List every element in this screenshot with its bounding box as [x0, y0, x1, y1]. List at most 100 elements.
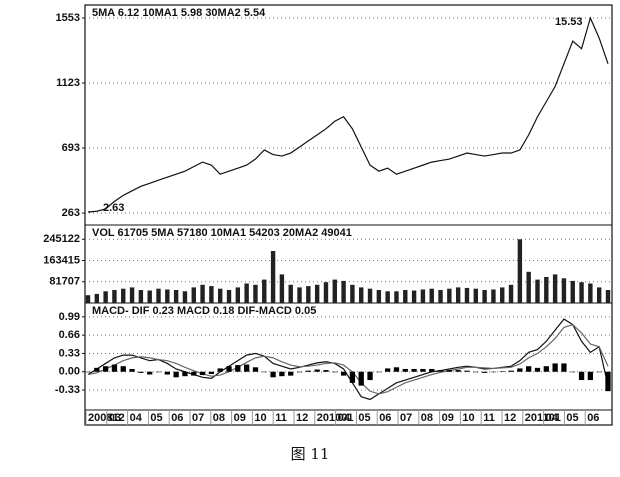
bar	[191, 371, 197, 376]
bar	[411, 290, 417, 303]
legend: MACD- DIF 0.23 MACD 0.18 DIF-MACD 0.05	[92, 305, 316, 317]
bar	[376, 290, 382, 303]
bar	[147, 290, 152, 303]
x-tick-label: 04	[130, 412, 143, 424]
bar	[296, 371, 303, 373]
bar	[191, 287, 196, 303]
bar	[500, 287, 505, 303]
frame	[84, 4, 613, 426]
y-tick-label: 245122	[43, 233, 80, 245]
series-line	[87, 323, 609, 395]
bar	[385, 368, 391, 372]
bar	[297, 287, 302, 303]
bar	[570, 371, 576, 373]
annotation: 15.53	[555, 16, 583, 28]
bar	[199, 371, 206, 376]
bar	[420, 289, 426, 303]
bar	[446, 370, 452, 372]
bar	[200, 284, 205, 303]
bar	[543, 366, 549, 372]
x-tick-label: 11	[483, 412, 495, 424]
bar	[129, 368, 135, 372]
legend: VOL 61705 5MA 57180 10MA1 54203 20MA2 49…	[92, 227, 352, 239]
bar	[403, 290, 408, 303]
bar	[173, 290, 179, 303]
bar	[340, 371, 347, 376]
bar	[411, 368, 417, 372]
x-tick-label: 04	[546, 412, 559, 424]
x-tick-label: 11	[275, 412, 287, 424]
bar	[288, 371, 294, 376]
bar	[438, 290, 443, 303]
x-tick-label: 08	[421, 412, 433, 424]
x-tick-label: 12	[504, 412, 516, 424]
bar	[517, 239, 523, 303]
bar	[244, 283, 249, 303]
bar	[376, 371, 382, 373]
bar	[270, 251, 276, 303]
x-tick-label: 09	[442, 412, 454, 424]
bar	[314, 369, 320, 372]
bar	[420, 368, 426, 372]
x-tick-label: 06	[379, 412, 391, 424]
bar	[156, 288, 161, 303]
series-line	[87, 16, 609, 213]
x-tick-label: 07	[192, 412, 204, 424]
bar	[244, 364, 250, 372]
bar	[535, 279, 540, 303]
y-tick-label: 693	[62, 142, 80, 154]
bar	[588, 283, 593, 303]
x-tick-label: 04	[338, 412, 351, 424]
bar	[182, 291, 188, 303]
bar	[350, 284, 355, 303]
bar	[394, 291, 399, 303]
bar	[85, 371, 91, 373]
x-tick-label: 05	[358, 412, 370, 424]
bar	[359, 287, 364, 303]
bar	[173, 371, 179, 378]
y-tick-label: 163415	[43, 254, 80, 266]
x-tick-label: 08	[213, 412, 225, 424]
bar	[217, 368, 223, 372]
x-tick-label: 10	[462, 412, 474, 424]
bar	[578, 371, 585, 381]
bar	[164, 371, 170, 375]
bar	[182, 371, 188, 377]
bar	[288, 284, 293, 303]
bar	[464, 287, 470, 303]
x-tick-label: 201101	[525, 412, 561, 424]
bar	[402, 368, 408, 372]
bar	[323, 370, 329, 372]
bar	[544, 277, 549, 303]
x-tick-label: 05	[150, 412, 162, 424]
bar	[481, 371, 488, 373]
bar	[552, 274, 558, 303]
bar	[596, 371, 602, 373]
bar	[367, 288, 373, 303]
y-tick-label: 0.66	[59, 329, 80, 341]
bar	[261, 371, 267, 373]
bar	[464, 370, 470, 372]
bar	[306, 286, 311, 303]
y-tick-label: -0.33	[55, 384, 80, 396]
x-tick-label: 12	[296, 412, 308, 424]
bar	[226, 290, 232, 303]
x-tick-label: 03	[109, 412, 121, 424]
bar	[526, 366, 532, 372]
bar	[85, 295, 91, 303]
bar	[209, 286, 214, 303]
bar	[111, 364, 118, 372]
y-tick-label: 81707	[49, 276, 80, 288]
bar	[552, 363, 558, 372]
bar	[103, 291, 108, 303]
bar	[385, 291, 390, 303]
bar	[605, 371, 611, 392]
bar	[455, 370, 461, 372]
legend: 5MA 6.12 10MA1 5.98 30MA2 5.54	[92, 7, 266, 19]
bar	[165, 289, 170, 303]
bar	[262, 279, 267, 303]
bar	[587, 371, 594, 381]
bar	[393, 367, 400, 372]
bar	[138, 290, 144, 303]
